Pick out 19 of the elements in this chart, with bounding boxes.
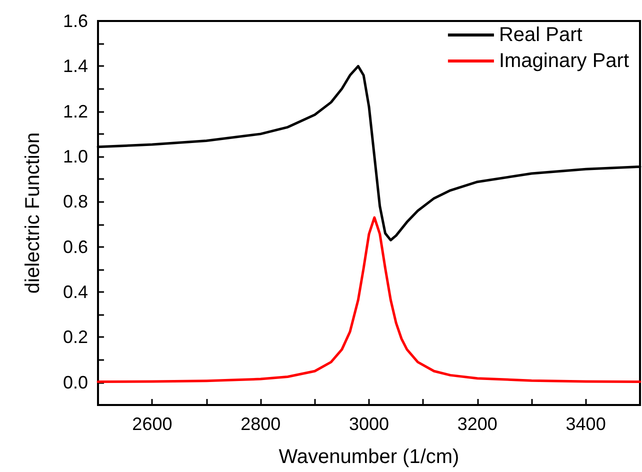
x-axis-title: Wavenumber (1/cm): [278, 446, 460, 468]
y-tick-label: 0.4: [62, 282, 88, 302]
y-tick-label: 0.8: [62, 192, 88, 212]
y-axis-title: dielectric Function: [22, 132, 44, 294]
line-series: [96, 216, 642, 383]
y-tick-label: 0.0: [62, 372, 88, 392]
x-tick-label: 3400: [566, 414, 606, 434]
y-tick-label: 0.2: [62, 327, 88, 348]
x-tick-label: 2600: [132, 414, 172, 434]
y-tick-label: 1.0: [62, 146, 88, 167]
legend-label: Imaginary Part: [498, 50, 630, 72]
y-tick-label: 1.2: [62, 101, 88, 122]
legend-label: Real Part: [498, 24, 583, 46]
y-tick-label: 1.4: [62, 56, 88, 76]
y-tick-label: 0.6: [62, 236, 88, 257]
x-tick-label: 3200: [457, 414, 498, 434]
x-tick-label: 3000: [348, 414, 390, 434]
y-tick-label: 1.6: [62, 11, 88, 31]
x-tick-label: 2800: [240, 414, 281, 434]
